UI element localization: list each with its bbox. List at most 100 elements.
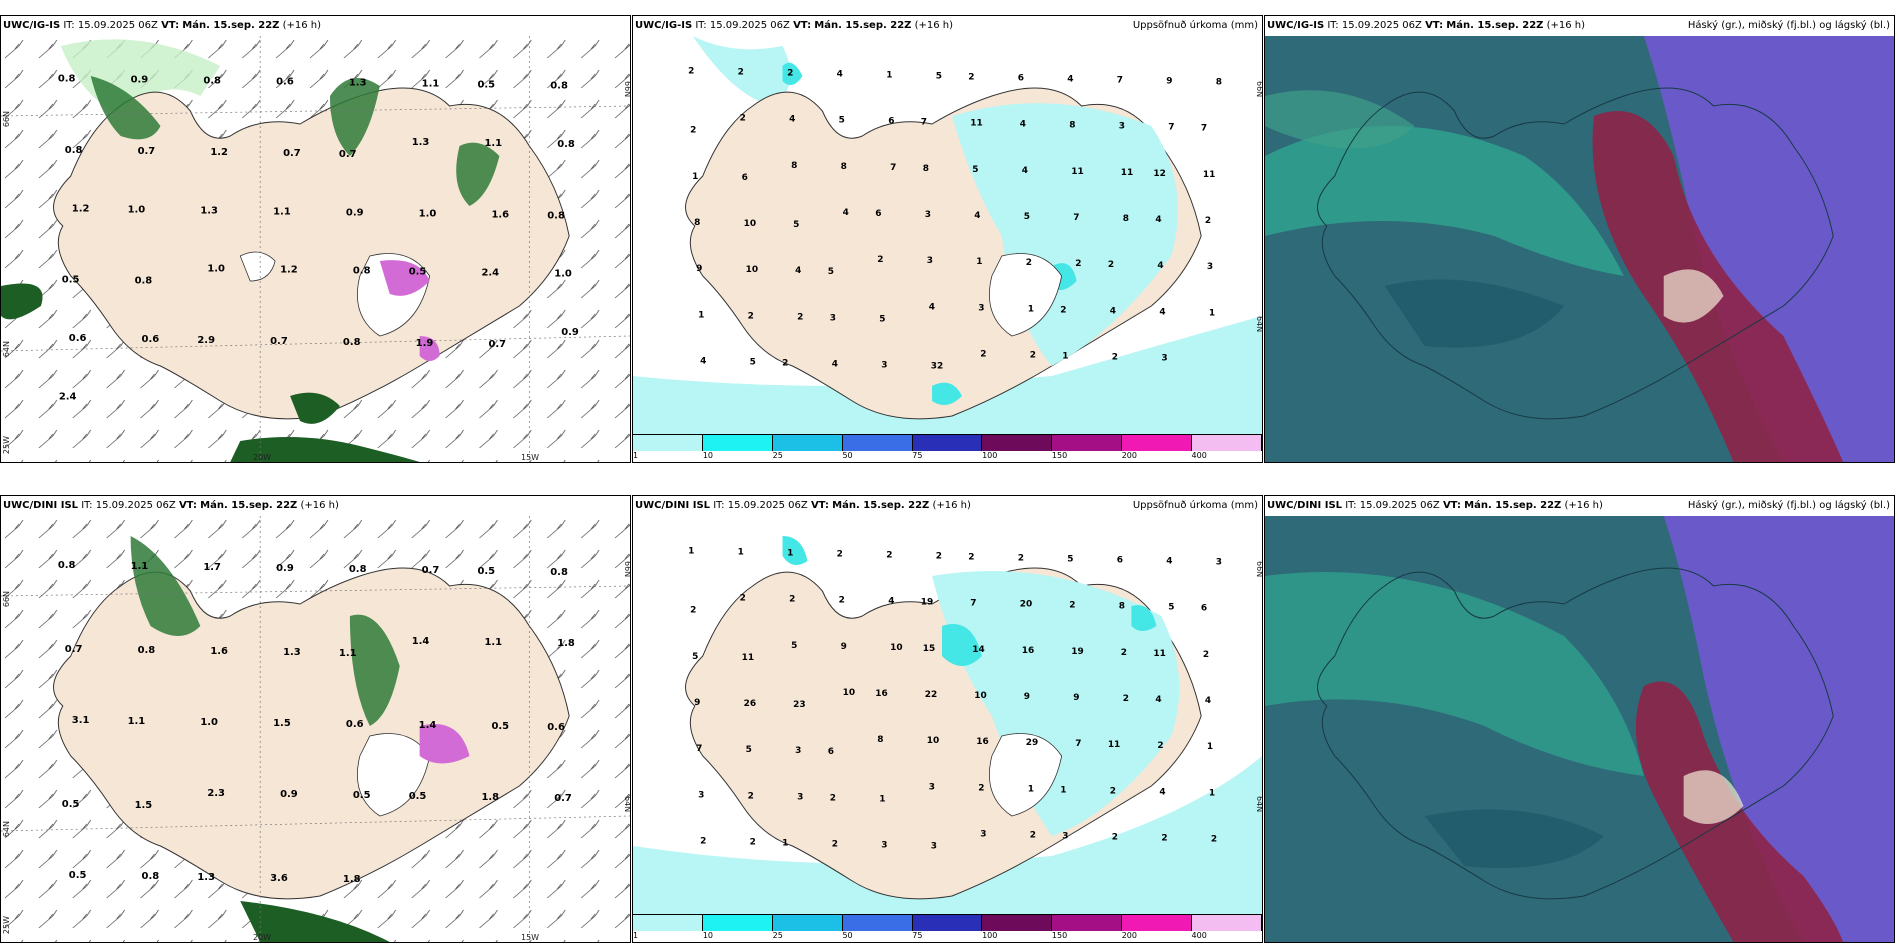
wind-map: 0.8 1.1 1.7 0.9 0.8 0.7 0.5 0.8 0.7 0.8 1.6 1.3 1.1 1… bbox=[1, 516, 630, 942]
map-value-label: 5 bbox=[1024, 212, 1030, 222]
lat-label: 25W bbox=[2, 436, 11, 455]
map-value-label: 1.5 bbox=[135, 800, 153, 811]
map-value-label: 1.2 bbox=[280, 265, 298, 276]
map-value-label: 0.8 bbox=[65, 145, 83, 156]
map-value-label: 1.1 bbox=[128, 716, 146, 727]
map-value-label: 0.7 bbox=[138, 146, 156, 157]
lat-label: 64N bbox=[2, 821, 11, 838]
colorbar-tick: 1 bbox=[633, 931, 639, 940]
panel-igis-clouds: UWC/IG-IS IT: 15.09.2025 06Z VT: Mán. 15… bbox=[1264, 15, 1895, 463]
map-value-label: 1.3 bbox=[197, 872, 215, 883]
map-value-label: 2 bbox=[1123, 694, 1129, 704]
colorbar-tick: 150 bbox=[1051, 931, 1068, 940]
map-value-label: 0.8 bbox=[203, 76, 221, 87]
map-value-label: 3 bbox=[698, 790, 704, 800]
map-value-label: 2.3 bbox=[207, 788, 225, 799]
map-value-label: 2 bbox=[1161, 833, 1167, 843]
lat-label: 25W bbox=[2, 916, 11, 935]
panel-header: UWC/DINI ISL IT: 15.09.2025 06Z VT: Mán.… bbox=[1, 496, 630, 516]
map-value-label: 7 bbox=[1201, 124, 1207, 134]
map-value-label: 1.3 bbox=[349, 78, 367, 89]
map-value-label: 2 bbox=[688, 67, 694, 77]
map-value-label: 2 bbox=[1121, 648, 1127, 658]
map-value-label: 5 bbox=[1168, 603, 1174, 613]
panel-header: UWC/IG-IS IT: 15.09.2025 06Z VT: Mán. 15… bbox=[1, 16, 630, 36]
colorbar-tick: 100 bbox=[982, 451, 998, 460]
map-value-label: 0.6 bbox=[276, 77, 294, 88]
colorbar-tick: 75 bbox=[912, 931, 923, 940]
map-value-label: 6 bbox=[828, 747, 834, 757]
map-value-label: 10 bbox=[843, 688, 855, 698]
map-value-label: 0.9 bbox=[131, 75, 149, 86]
panel-header: UWC/IG-IS IT: 15.09.2025 06Z VT: Mán. 15… bbox=[1265, 16, 1894, 36]
map-value-label: 3 bbox=[925, 210, 931, 220]
map-value-label: 2 bbox=[1157, 741, 1163, 751]
map-value-label: 10 bbox=[927, 736, 939, 746]
map-value-label: 23 bbox=[793, 700, 805, 710]
map-value-label: 2 bbox=[1018, 554, 1024, 564]
map-value-label: 4 bbox=[1166, 557, 1172, 567]
map-value-label: 19 bbox=[921, 598, 933, 608]
map-value-label: 0.8 bbox=[550, 81, 568, 92]
map-value-label: 15 bbox=[923, 644, 935, 654]
map-value-label: 0.5 bbox=[62, 275, 80, 286]
map-value-label: 5 bbox=[828, 267, 834, 277]
map-value-label: 0.8 bbox=[142, 871, 160, 882]
map-value-label: 2 bbox=[832, 839, 838, 849]
map-value-label: 5 bbox=[972, 165, 978, 175]
map-value-label: 16 bbox=[1022, 646, 1034, 656]
map-value-label: 8 bbox=[1069, 121, 1075, 131]
lat-label: 64N bbox=[623, 796, 631, 813]
map-value-label: 2 bbox=[782, 358, 788, 368]
map-value-label: 10 bbox=[746, 265, 758, 275]
map-value-label: 1.1 bbox=[484, 138, 502, 149]
map-value-label: 8 bbox=[877, 735, 883, 745]
map-value-label: 2 bbox=[837, 550, 843, 560]
map-value-label: 1.8 bbox=[557, 638, 575, 649]
map-value-label: 2 bbox=[1203, 650, 1209, 660]
lon-label: 20W bbox=[253, 453, 272, 462]
map-value-label: 2 bbox=[748, 791, 754, 801]
map-value-label: 0.8 bbox=[343, 337, 361, 348]
map-value-label: 5 bbox=[746, 745, 752, 755]
map-value-label: 10 bbox=[890, 643, 902, 653]
map-value-label: 1.2 bbox=[72, 203, 90, 214]
panel-title: Háský (gr.), miðský (fj.bl.) og lágský (… bbox=[1687, 500, 1890, 511]
lat-label: 66N bbox=[623, 561, 631, 578]
map-value-label: 1 bbox=[698, 310, 704, 320]
map-value-label: 1.3 bbox=[200, 205, 218, 216]
lat-label: 66N bbox=[623, 81, 631, 98]
map-value-label: 11 bbox=[1153, 649, 1165, 659]
map-value-label: 2 bbox=[740, 594, 746, 604]
panel-title: Háský (gr.), miðský (fj.bl.) og lágský (… bbox=[1687, 20, 1890, 31]
map-value-label: 0.5 bbox=[62, 799, 80, 810]
map-value-label: 0.8 bbox=[557, 139, 575, 150]
map-value-label: 5 bbox=[1067, 555, 1073, 565]
map-value-label: 1.6 bbox=[210, 646, 228, 657]
map-value-label: 1.6 bbox=[491, 209, 509, 220]
iceland-landmass bbox=[53, 87, 570, 420]
precip-colorbar: 1 10 25 50 75 100 150 200 400 bbox=[633, 434, 1262, 462]
map-value-label: 9 bbox=[696, 264, 702, 274]
colorbar-tick: 200 bbox=[1121, 451, 1137, 460]
map-value-label: 8 bbox=[694, 218, 700, 228]
map-value-label: 1.3 bbox=[283, 647, 301, 658]
map-value-label: 1 bbox=[1062, 351, 1068, 361]
map-value-label: 8 bbox=[1123, 214, 1129, 224]
map-value-label: 4 bbox=[1159, 787, 1165, 797]
map-value-label: 2 bbox=[968, 73, 974, 83]
map-value-label: 3 bbox=[797, 792, 803, 802]
map-value-label: 0.9 bbox=[561, 327, 579, 338]
map-value-label: 1 bbox=[1028, 784, 1034, 794]
map-value-label: 5 bbox=[839, 116, 845, 126]
map-value-label: 2 bbox=[740, 114, 746, 124]
map-value-label: 0.8 bbox=[550, 567, 568, 578]
map-value-label: 4 bbox=[929, 302, 935, 312]
map-value-label: 2 bbox=[1030, 830, 1036, 840]
map-value-label: 9 bbox=[1024, 692, 1030, 702]
map-value-label: 6 bbox=[888, 117, 894, 127]
map-value-label: 4 bbox=[1022, 166, 1028, 176]
map-value-label: 2 bbox=[886, 551, 892, 561]
map-value-label: 3 bbox=[1119, 122, 1125, 132]
map-value-label: 1.0 bbox=[128, 204, 146, 215]
